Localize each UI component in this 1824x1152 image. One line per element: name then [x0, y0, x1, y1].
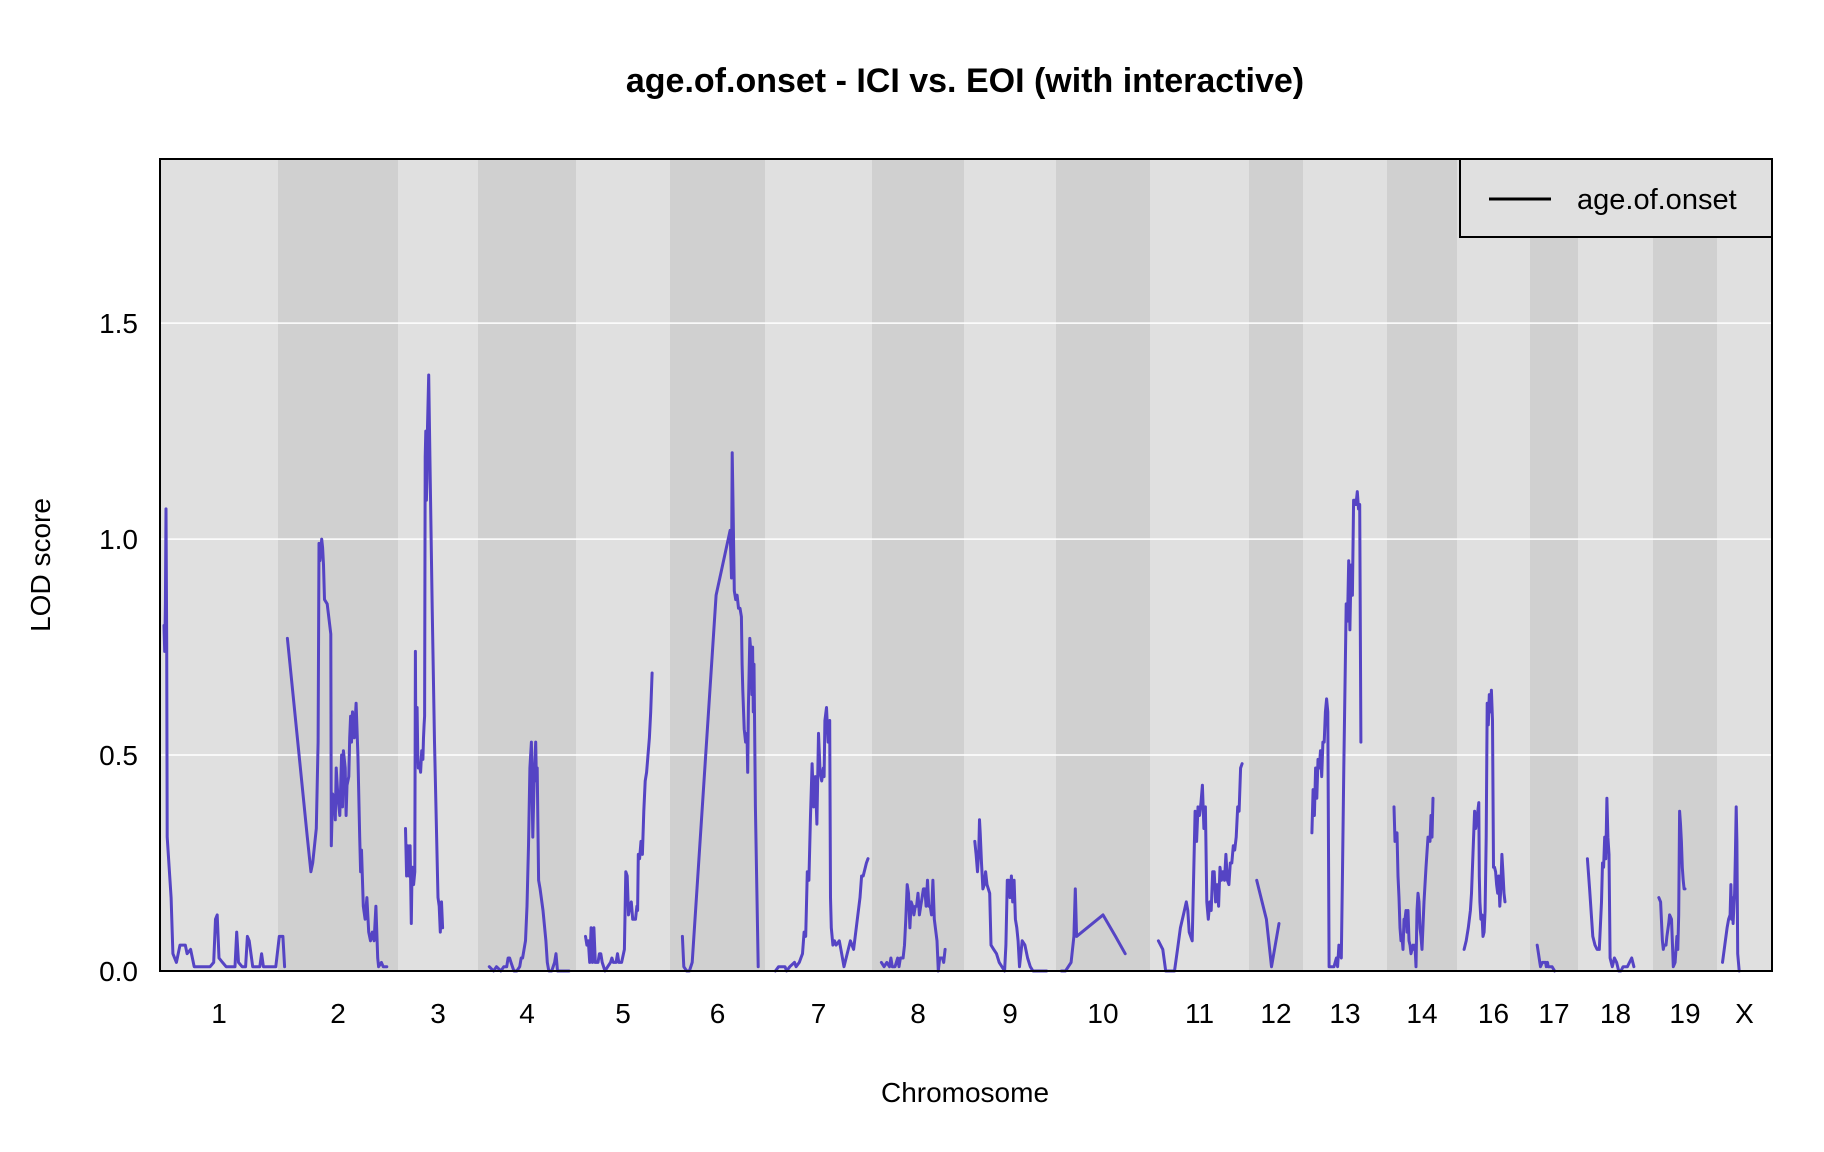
chromosome-band-11: [1150, 159, 1249, 971]
x-tick-label: 2: [330, 998, 346, 1029]
chart-title: age.of.onset - ICI vs. EOI (with interac…: [626, 62, 1304, 100]
x-axis: 1 2 3 4 5 6 7 8 9 10 11 12 13 14 16 17 18 19 X: [211, 998, 1754, 1029]
series-line-chr-1: [162, 507, 287, 969]
series-line-chr-11: [1156, 762, 1244, 973]
y-tick-label: 1.0: [99, 524, 138, 555]
chromosome-bands: [160, 159, 1772, 971]
x-tick-label: 8: [910, 998, 926, 1029]
series-line-chr-X: [1721, 805, 1741, 973]
series-line-chr-17: [1535, 943, 1557, 973]
y-tick-label: 0.0: [99, 956, 138, 987]
legend: age.of.onset: [1459, 158, 1773, 238]
x-tick-label: 11: [1185, 998, 1214, 1029]
series-line-chr-6: [680, 451, 760, 973]
x-tick-label: 17: [1538, 998, 1569, 1029]
series-line-chr-16: [1462, 688, 1507, 951]
y-tick-label: 0.5: [99, 740, 138, 771]
series-lines: [162, 373, 1741, 973]
chromosome-band-10: [1056, 159, 1150, 971]
series-line-chr-3: [404, 373, 445, 934]
series-line-chr-2: [285, 537, 389, 969]
y-axis: 0.0 0.5 1.0 1.5: [99, 308, 138, 987]
y-tick-label: 1.5: [99, 308, 138, 339]
chromosome-band-2: [278, 159, 398, 971]
series-line-chr-14: [1392, 796, 1435, 969]
x-tick-label: 19: [1669, 998, 1700, 1029]
chromosome-band-19: [1653, 159, 1717, 971]
plot-frame: [159, 158, 1773, 972]
y-axis-label: LOD score: [25, 498, 56, 632]
series-line-chr-9: [973, 818, 1049, 973]
legend-label: age.of.onset: [1577, 184, 1737, 216]
x-tick-label: 5: [615, 998, 631, 1029]
series-line-chr-7: [773, 706, 870, 973]
x-tick-label: 13: [1329, 998, 1360, 1029]
x-tick-label: 12: [1260, 998, 1291, 1029]
x-tick-label: 6: [710, 998, 726, 1029]
x-tick-label: 4: [519, 998, 535, 1029]
x-tick-label: 9: [1002, 998, 1018, 1029]
chromosome-band-17: [1530, 159, 1578, 971]
chromosome-band-8: [872, 159, 964, 971]
x-axis-label: Chromosome: [881, 1077, 1049, 1108]
series-line-chr-19: [1657, 809, 1687, 969]
x-tick-label: 10: [1087, 998, 1118, 1029]
x-tick-label: 3: [430, 998, 446, 1029]
series-line-chr-18: [1585, 796, 1636, 973]
chromosome-band-14: [1387, 159, 1457, 971]
chromosome-band-1: [160, 159, 278, 971]
series-line-chr-12: [1255, 878, 1281, 969]
x-tick-label: X: [1735, 998, 1754, 1029]
chromosome-band-18: [1578, 159, 1653, 971]
chromosome-band-12: [1249, 159, 1303, 971]
chromosome-band-13: [1303, 159, 1387, 971]
x-tick-label: 14: [1406, 998, 1437, 1029]
chromosome-band-5: [576, 159, 670, 971]
x-tick-label: 7: [811, 998, 827, 1029]
chromosome-band-6: [670, 159, 765, 971]
chromosome-band-X: [1717, 159, 1772, 971]
chromosome-band-4: [478, 159, 576, 971]
series-line-chr-5: [584, 671, 654, 973]
series-line-chr-8: [879, 878, 947, 973]
series-line-chr-10: [1059, 887, 1127, 973]
x-tick-label: 1: [211, 998, 227, 1029]
x-tick-label: 18: [1600, 998, 1631, 1029]
x-tick-label: 16: [1478, 998, 1509, 1029]
chromosome-band-7: [765, 159, 872, 971]
gridlines: [160, 322, 1772, 756]
series-line-chr-13: [1310, 490, 1363, 969]
